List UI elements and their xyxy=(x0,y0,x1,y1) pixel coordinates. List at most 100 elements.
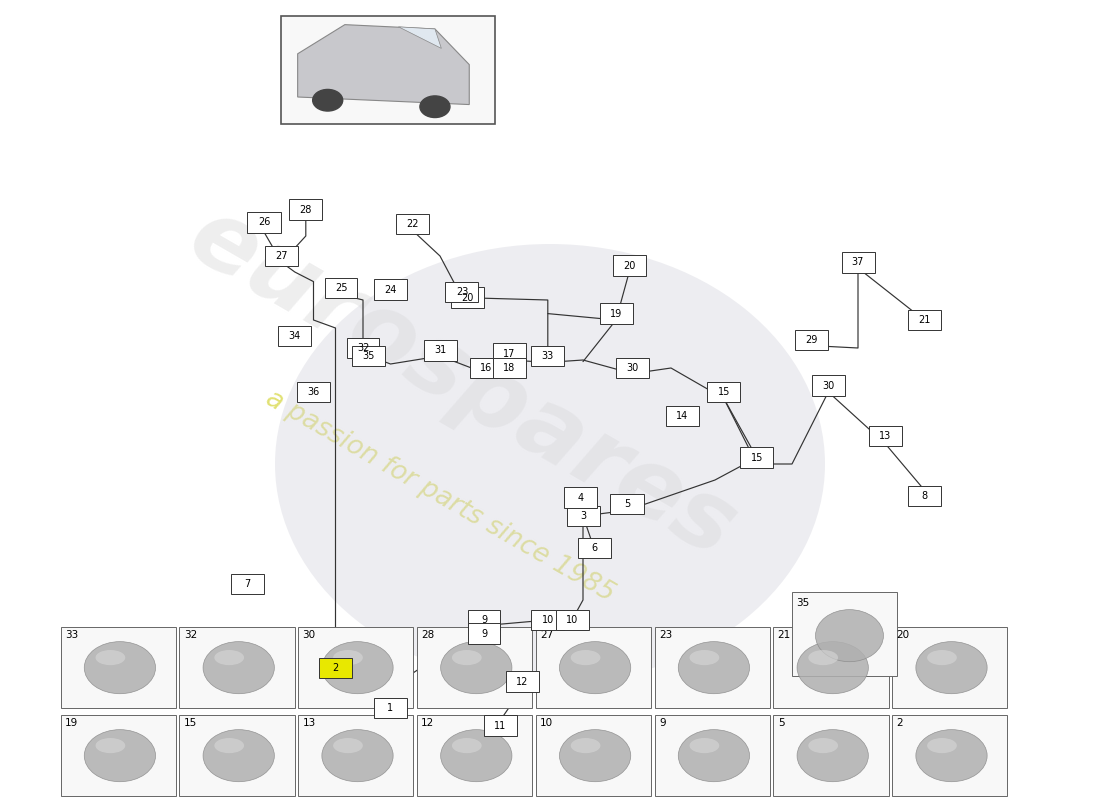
Text: 15: 15 xyxy=(184,718,197,728)
Ellipse shape xyxy=(322,730,393,782)
FancyBboxPatch shape xyxy=(556,610,588,630)
Text: 35: 35 xyxy=(796,598,810,608)
Bar xyxy=(298,626,414,708)
FancyBboxPatch shape xyxy=(493,358,526,378)
Text: 2: 2 xyxy=(332,663,339,673)
Ellipse shape xyxy=(815,610,883,662)
Text: 13: 13 xyxy=(302,718,316,728)
FancyBboxPatch shape xyxy=(564,487,597,508)
Text: 21: 21 xyxy=(778,630,791,640)
Ellipse shape xyxy=(312,90,343,111)
Text: 29: 29 xyxy=(805,335,818,345)
Bar xyxy=(179,626,295,708)
FancyBboxPatch shape xyxy=(231,574,264,594)
Ellipse shape xyxy=(560,730,630,782)
Text: a passion for parts since 1985: a passion for parts since 1985 xyxy=(261,385,619,607)
FancyBboxPatch shape xyxy=(616,358,649,378)
Text: 9: 9 xyxy=(481,629,487,638)
Text: 36: 36 xyxy=(307,387,320,397)
Text: 19: 19 xyxy=(65,718,78,728)
Bar xyxy=(892,714,1008,796)
Text: 5: 5 xyxy=(778,718,784,728)
FancyBboxPatch shape xyxy=(346,338,380,358)
Bar xyxy=(179,714,295,796)
Text: 5: 5 xyxy=(624,499,630,509)
Ellipse shape xyxy=(333,650,363,665)
Text: 20: 20 xyxy=(623,261,636,270)
FancyBboxPatch shape xyxy=(531,610,564,630)
FancyBboxPatch shape xyxy=(869,426,902,446)
Ellipse shape xyxy=(571,650,601,665)
Ellipse shape xyxy=(916,642,987,694)
Text: 34: 34 xyxy=(288,331,301,341)
Ellipse shape xyxy=(560,642,630,694)
Text: 3: 3 xyxy=(580,511,586,521)
Text: 13: 13 xyxy=(879,431,892,441)
Text: 14: 14 xyxy=(675,411,689,421)
Ellipse shape xyxy=(808,738,838,753)
Text: 23: 23 xyxy=(455,287,469,297)
Bar xyxy=(654,714,770,796)
FancyBboxPatch shape xyxy=(484,715,517,736)
Text: 27: 27 xyxy=(540,630,553,640)
Ellipse shape xyxy=(214,650,244,665)
Text: 30: 30 xyxy=(626,363,639,373)
Ellipse shape xyxy=(452,650,482,665)
Bar xyxy=(298,714,414,796)
Text: 18: 18 xyxy=(503,363,516,373)
Text: 28: 28 xyxy=(421,630,434,640)
Text: 32: 32 xyxy=(356,343,370,353)
FancyBboxPatch shape xyxy=(707,382,740,402)
FancyBboxPatch shape xyxy=(319,658,352,678)
Bar xyxy=(792,592,896,676)
Text: 26: 26 xyxy=(257,218,271,227)
Ellipse shape xyxy=(798,730,868,782)
FancyBboxPatch shape xyxy=(396,214,429,234)
FancyBboxPatch shape xyxy=(468,623,500,644)
Ellipse shape xyxy=(204,730,274,782)
FancyBboxPatch shape xyxy=(374,698,407,718)
Text: 17: 17 xyxy=(503,349,516,358)
Text: 22: 22 xyxy=(406,219,419,229)
FancyBboxPatch shape xyxy=(374,279,407,300)
Ellipse shape xyxy=(679,730,749,782)
Ellipse shape xyxy=(798,642,868,694)
Text: 20: 20 xyxy=(896,630,910,640)
Text: 4: 4 xyxy=(578,493,584,502)
Ellipse shape xyxy=(441,730,512,782)
Text: 8: 8 xyxy=(921,491,927,501)
FancyBboxPatch shape xyxy=(600,303,632,324)
Ellipse shape xyxy=(420,96,450,118)
Text: 27: 27 xyxy=(275,251,288,261)
Text: 12: 12 xyxy=(516,677,529,686)
Ellipse shape xyxy=(85,642,155,694)
Bar xyxy=(60,714,176,796)
Text: 35: 35 xyxy=(362,351,375,361)
FancyBboxPatch shape xyxy=(566,506,600,526)
Ellipse shape xyxy=(927,738,957,753)
Text: 2: 2 xyxy=(896,718,903,728)
PathPatch shape xyxy=(398,26,441,48)
Text: 33: 33 xyxy=(65,630,78,640)
Text: 16: 16 xyxy=(480,363,493,373)
Text: 12: 12 xyxy=(421,718,434,728)
Text: 33: 33 xyxy=(541,351,554,361)
Ellipse shape xyxy=(214,738,244,753)
FancyBboxPatch shape xyxy=(278,326,311,346)
Text: 1: 1 xyxy=(387,703,394,713)
Text: eurospares: eurospares xyxy=(173,190,751,578)
Ellipse shape xyxy=(679,642,749,694)
FancyBboxPatch shape xyxy=(446,282,478,302)
Ellipse shape xyxy=(333,738,363,753)
FancyBboxPatch shape xyxy=(506,671,539,692)
FancyBboxPatch shape xyxy=(531,346,564,366)
Ellipse shape xyxy=(571,738,601,753)
FancyBboxPatch shape xyxy=(908,310,940,330)
Ellipse shape xyxy=(322,642,393,694)
Text: 24: 24 xyxy=(384,285,397,294)
Text: 10: 10 xyxy=(541,615,554,625)
Text: 7: 7 xyxy=(244,579,251,589)
Text: 32: 32 xyxy=(184,630,197,640)
FancyBboxPatch shape xyxy=(795,330,828,350)
FancyBboxPatch shape xyxy=(324,278,358,298)
